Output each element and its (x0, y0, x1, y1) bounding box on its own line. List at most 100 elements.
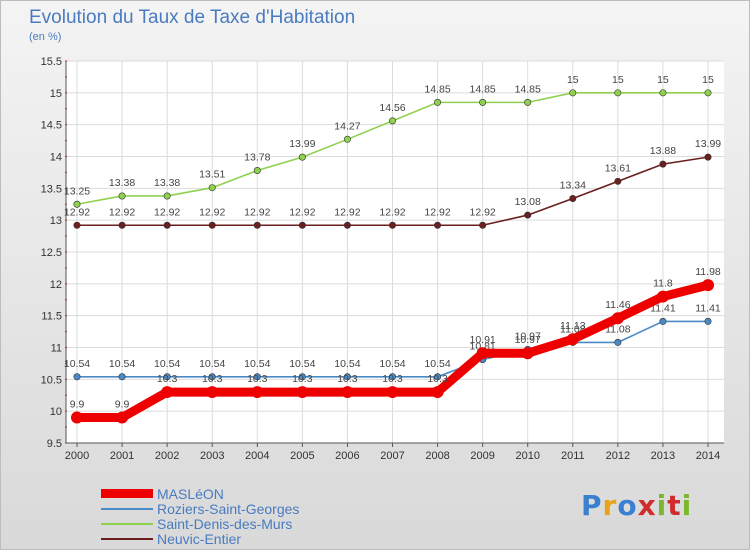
data-label-masl-on: 10.3 (337, 373, 358, 385)
data-label-neuvic-entier: 12.92 (379, 206, 405, 218)
x-tick-label: 2000 (65, 450, 89, 462)
chart-subtitle: (en %) (29, 31, 62, 43)
x-tick-label: 2014 (696, 450, 720, 462)
y-tick-label: 12.5 (41, 247, 62, 259)
data-label-masl-on: 9.9 (115, 399, 130, 411)
data-point-masl-on (161, 386, 174, 399)
data-point-masl-on (566, 333, 579, 346)
data-label-roziers-saint-georges: 10.54 (109, 358, 135, 370)
legend-item-masleon: MASLéON (101, 485, 224, 502)
data-point-neuvic-entier (73, 221, 81, 229)
data-point-masl-on (116, 411, 129, 424)
data-point-roziers-saint-georges (298, 373, 306, 381)
data-label-masl-on: 11.8 (653, 278, 673, 290)
data-point-roziers-saint-georges (253, 373, 261, 381)
data-point-roziers-saint-georges (208, 373, 216, 381)
data-label-saint-denis-des-murs: 14.85 (424, 83, 450, 95)
x-tick-label: 2004 (245, 450, 269, 462)
data-point-neuvic-entier (524, 211, 532, 219)
data-label-neuvic-entier: 12.92 (424, 206, 450, 218)
legend-swatch-roziers (101, 507, 153, 510)
data-point-roziers-saint-georges (434, 373, 442, 381)
legend-swatch-masleon (101, 489, 153, 498)
data-label-neuvic-entier: 12.92 (64, 206, 90, 218)
logo-letter: i (681, 489, 693, 522)
proxiti-logo: Proxiti (581, 489, 692, 522)
y-tick-label: 14 (50, 152, 62, 164)
logo-letter: P (581, 489, 603, 522)
data-point-saint-denis-des-murs (479, 98, 487, 106)
legend-label-masleon: MASLéON (157, 485, 224, 502)
data-label-neuvic-entier: 13.34 (560, 180, 586, 192)
data-label-neuvic-entier: 13.61 (605, 162, 631, 174)
x-tick-label: 2005 (290, 450, 314, 462)
legend-item-roziers: Roziers-Saint-Georges (101, 500, 300, 517)
data-label-roziers-saint-georges: 10.54 (64, 358, 90, 370)
y-tick-label: 9.5 (47, 438, 62, 450)
data-point-saint-denis-des-murs (388, 117, 396, 125)
x-tick-label: 2008 (425, 450, 449, 462)
data-point-masl-on (476, 347, 489, 360)
data-label-saint-denis-des-murs: 14.85 (470, 83, 496, 95)
data-point-roziers-saint-georges (704, 317, 712, 325)
data-point-neuvic-entier (208, 221, 216, 229)
x-tick-label: 2009 (470, 450, 494, 462)
data-label-saint-denis-des-murs: 15 (567, 74, 579, 86)
data-label-saint-denis-des-murs: 13.51 (199, 169, 225, 181)
data-point-masl-on (206, 386, 219, 399)
logo-letter: x (637, 489, 657, 522)
legend-swatch-neuvic (101, 537, 153, 540)
data-point-roziers-saint-georges (614, 338, 622, 346)
data-point-masl-on (611, 312, 624, 325)
data-point-saint-denis-des-murs (569, 89, 577, 97)
y-tick-label: 11.5 (41, 311, 62, 323)
data-label-masl-on: 10.3 (157, 373, 178, 385)
x-tick-label: 2003 (200, 450, 224, 462)
data-label-neuvic-entier: 12.92 (289, 206, 315, 218)
data-point-saint-denis-des-murs (343, 135, 351, 143)
data-point-masl-on (386, 386, 399, 399)
data-point-masl-on (521, 347, 534, 360)
data-point-masl-on (702, 279, 714, 292)
x-tick-label: 2010 (515, 450, 539, 462)
logo-letter: r (602, 489, 618, 522)
data-point-saint-denis-des-murs (163, 192, 171, 200)
y-tick-label: 12 (50, 279, 62, 291)
data-point-masl-on (656, 290, 669, 303)
data-point-neuvic-entier (659, 160, 667, 168)
x-tick-label: 2013 (651, 450, 675, 462)
data-label-saint-denis-des-murs: 13.25 (64, 185, 90, 197)
data-point-neuvic-entier (388, 221, 396, 229)
data-point-neuvic-entier (118, 221, 126, 229)
data-label-saint-denis-des-murs: 13.99 (289, 138, 315, 150)
data-label-roziers-saint-georges: 10.54 (289, 358, 315, 370)
y-tick-label: 10 (50, 406, 62, 418)
chart-title: Evolution du Taux de Taxe d'Habitation (29, 7, 356, 28)
legend-label-neuvic: Neuvic-Entier (157, 530, 242, 547)
data-label-roziers-saint-georges: 11.41 (695, 302, 721, 314)
data-point-saint-denis-des-murs (298, 153, 306, 161)
data-label-neuvic-entier: 13.88 (650, 145, 676, 157)
data-point-neuvic-entier (163, 221, 171, 229)
data-label-neuvic-entier: 12.92 (334, 206, 360, 218)
data-point-masl-on (71, 411, 83, 424)
data-point-saint-denis-des-murs (118, 192, 126, 200)
data-label-masl-on: 10.97 (515, 334, 541, 346)
data-label-saint-denis-des-murs: 14.85 (515, 83, 541, 95)
legend-item-neuvic: Neuvic-Entier (101, 530, 242, 547)
legend-label-roziers: Roziers-Saint-Georges (157, 500, 300, 517)
data-label-roziers-saint-georges: 11.08 (605, 323, 631, 335)
logo-letter: t (667, 489, 682, 522)
data-point-saint-denis-des-murs (434, 98, 442, 106)
x-tick-label: 2002 (155, 450, 179, 462)
logo-letter: i (656, 489, 668, 522)
data-label-roziers-saint-georges: 10.54 (154, 358, 180, 370)
data-label-roziers-saint-georges: 10.54 (379, 358, 405, 370)
data-label-saint-denis-des-murs: 15 (702, 74, 714, 86)
data-point-saint-denis-des-murs (253, 167, 261, 175)
data-label-masl-on: 11.13 (560, 320, 586, 332)
data-label-roziers-saint-georges: 10.54 (424, 358, 450, 370)
legend-label-saint-denis: Saint-Denis-des-Murs (157, 515, 293, 532)
y-tick-label: 15 (50, 88, 62, 100)
